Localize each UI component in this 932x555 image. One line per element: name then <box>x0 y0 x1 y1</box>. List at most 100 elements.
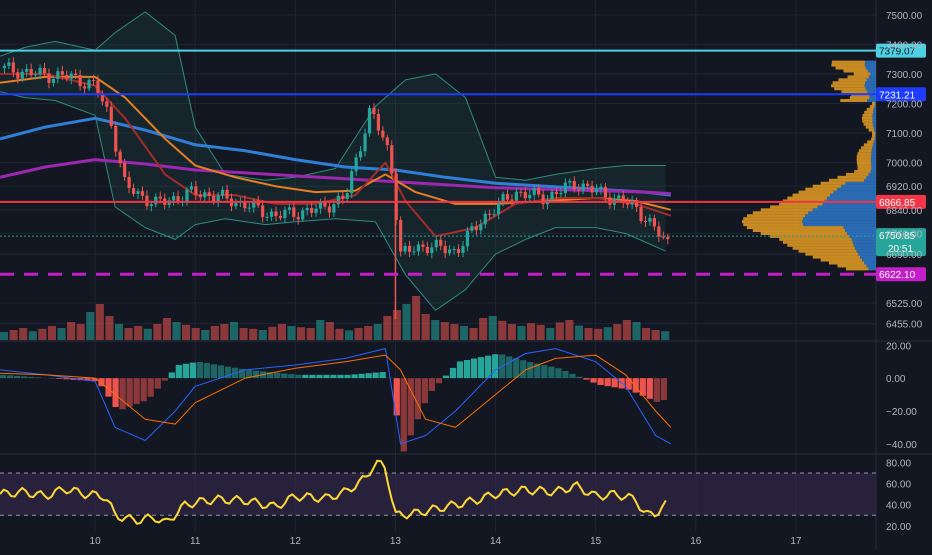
candle-body <box>217 196 220 202</box>
price-axis-tick: 6525.00 <box>886 299 923 310</box>
vp-bar-buy <box>874 140 876 143</box>
vp-bar-sell <box>854 170 870 173</box>
candle-body <box>417 245 420 252</box>
candle-body <box>617 195 620 198</box>
vp-bar-sell <box>742 220 802 223</box>
candle-body <box>586 184 589 186</box>
vp-bar-sell <box>743 217 803 220</box>
vp-bar-sell <box>857 164 871 167</box>
rsi-axis-tick: 80.00 <box>886 458 911 469</box>
candle-body <box>114 126 117 152</box>
vp-bar-buy <box>868 173 876 176</box>
volume-bar <box>642 328 650 340</box>
macd-histogram-bar <box>429 378 435 391</box>
vp-bar-buy <box>866 176 876 179</box>
vp-bar-sell <box>821 182 846 185</box>
macd-histogram-bar <box>633 378 639 393</box>
vp-bar-buy <box>805 214 876 217</box>
time-axis-tick: 17 <box>790 536 802 547</box>
vp-bar-sell <box>747 226 844 229</box>
volume-bar <box>307 328 315 340</box>
vp-bar-sell <box>831 64 864 67</box>
price-axis-tick: 6690.00 <box>886 250 923 261</box>
axes: 7500.007400.007300.007200.007100.007000.… <box>90 11 923 547</box>
volume-bar <box>86 312 94 340</box>
candle-body <box>279 216 282 218</box>
candle-body <box>626 203 629 205</box>
vp-bar-buy <box>866 264 876 267</box>
volume-bar <box>374 324 382 340</box>
vp-bar-sell <box>799 250 857 253</box>
price-level-label: 6622.10 <box>879 270 916 281</box>
vp-bar-buy <box>874 129 876 132</box>
candle-body <box>92 80 95 81</box>
vp-bar-sell <box>846 173 869 176</box>
candle-body <box>190 186 193 189</box>
volume-bar <box>192 328 200 340</box>
candle-body <box>79 75 82 86</box>
vp-bar-sell <box>866 126 874 129</box>
vp-bar-sell <box>799 191 834 194</box>
vp-bar-buy <box>813 208 876 211</box>
candle-body <box>457 249 460 253</box>
vp-bar-sell <box>863 114 873 117</box>
time-axis-tick: 14 <box>490 536 502 547</box>
macd-histogram-bar <box>190 363 196 379</box>
vp-bar-sell <box>833 81 866 84</box>
macd-histogram-bar <box>506 356 512 378</box>
vp-bar-sell <box>872 132 875 135</box>
macd-axis-tick: 20.00 <box>886 341 911 352</box>
price-axis-tick: 7500.00 <box>886 11 923 22</box>
vp-bar-sell <box>872 134 875 137</box>
candle-body <box>248 208 251 209</box>
price-axis-tick: 6760.00 <box>886 229 923 240</box>
vp-bar-sell <box>867 140 874 143</box>
macd-histogram-bar <box>401 378 407 451</box>
vp-bar-buy <box>830 194 876 197</box>
candle-body <box>506 194 509 200</box>
candle-body <box>172 196 175 200</box>
candle-body <box>270 212 273 217</box>
vp-bar-sell <box>864 123 873 126</box>
macd-histogram-bar <box>0 375 6 378</box>
volume-bar <box>470 328 478 340</box>
vp-bar-sell <box>821 259 862 262</box>
vp-bar-buy <box>844 226 876 229</box>
vp-bar-buy <box>871 161 876 164</box>
vp-bar-buy <box>873 120 876 123</box>
candle-body <box>448 250 451 254</box>
volume-bar <box>604 327 612 340</box>
candle-body <box>595 189 598 192</box>
vp-bar-buy <box>871 158 876 161</box>
vp-bar-buy <box>802 220 876 223</box>
vp-bar-buy <box>871 167 876 170</box>
candle-body <box>3 66 6 68</box>
vp-bar-sell <box>831 84 865 87</box>
macd-histogram-bar <box>373 373 379 379</box>
macd-histogram-bar <box>344 375 350 378</box>
vp-bar-sell <box>864 143 873 146</box>
candle-body <box>461 246 464 253</box>
candle-body <box>550 192 553 200</box>
vp-bar-buy <box>858 253 876 256</box>
candle-body <box>47 73 50 83</box>
volume-bar <box>297 327 305 340</box>
macd-axis-tick: 0.00 <box>886 374 906 385</box>
vp-bar-buy <box>865 81 876 84</box>
candle-body <box>128 177 131 188</box>
candle-body <box>314 209 317 213</box>
candle-body <box>444 246 447 253</box>
candle-body <box>653 218 656 226</box>
macd-histogram-bar <box>548 367 554 378</box>
volume-bar <box>393 310 401 340</box>
volume-bar <box>489 316 497 340</box>
macd-histogram-bar <box>464 360 470 378</box>
candle-body <box>573 181 576 189</box>
vp-bar-sell <box>841 90 867 93</box>
vp-bar-sell <box>859 149 872 152</box>
vp-bar-buy <box>853 241 876 244</box>
vp-bar-buy <box>872 117 876 120</box>
candle-body <box>70 74 73 79</box>
volume-bar <box>383 316 391 340</box>
